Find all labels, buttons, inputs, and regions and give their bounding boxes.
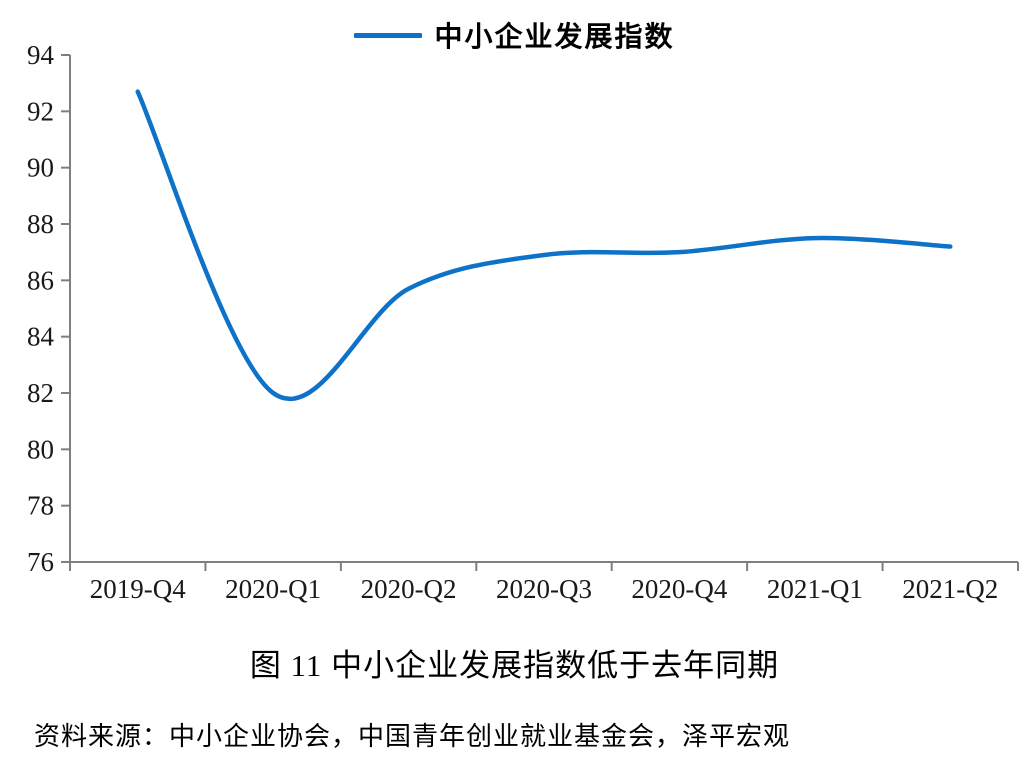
y-tick-label: 76 <box>27 547 54 577</box>
y-tick-label: 84 <box>27 322 55 352</box>
chart-legend: 中小企业发展指数 <box>0 14 1029 56</box>
legend-line-swatch <box>354 32 423 38</box>
data-source-note: 资料来源：中小企业协会，中国青年创业就业基金会，泽平宏观 <box>34 722 791 751</box>
y-tick-label: 94 <box>27 40 55 70</box>
legend-series-label: 中小企业发展指数 <box>434 22 675 53</box>
x-tick-label: 2019-Q4 <box>90 574 186 604</box>
y-tick-label: 80 <box>27 434 54 464</box>
y-tick-label: 82 <box>27 378 54 408</box>
y-tick-label: 86 <box>27 265 54 295</box>
x-tick-label: 2020-Q3 <box>496 574 592 604</box>
y-tick-label: 90 <box>27 153 54 183</box>
y-tick-label: 88 <box>27 209 54 239</box>
y-tick-label: 78 <box>27 491 54 521</box>
x-tick-label: 2021-Q1 <box>767 574 863 604</box>
x-tick-label: 2020-Q1 <box>225 574 321 604</box>
x-tick-label: 2020-Q4 <box>631 574 727 604</box>
y-tick-label: 92 <box>27 96 54 126</box>
figure-caption: 图 11 中小企业发展指数低于去年同期 <box>249 648 780 683</box>
index-series-line <box>135 89 953 402</box>
x-tick-label: 2021-Q2 <box>902 574 998 604</box>
sme-index-line-chart: 76 78 80 82 84 86 88 90 92 94 2019-Q4 2020-Q1 2020-Q… <box>27 40 1019 604</box>
x-tick-label: 2020-Q2 <box>361 574 457 604</box>
